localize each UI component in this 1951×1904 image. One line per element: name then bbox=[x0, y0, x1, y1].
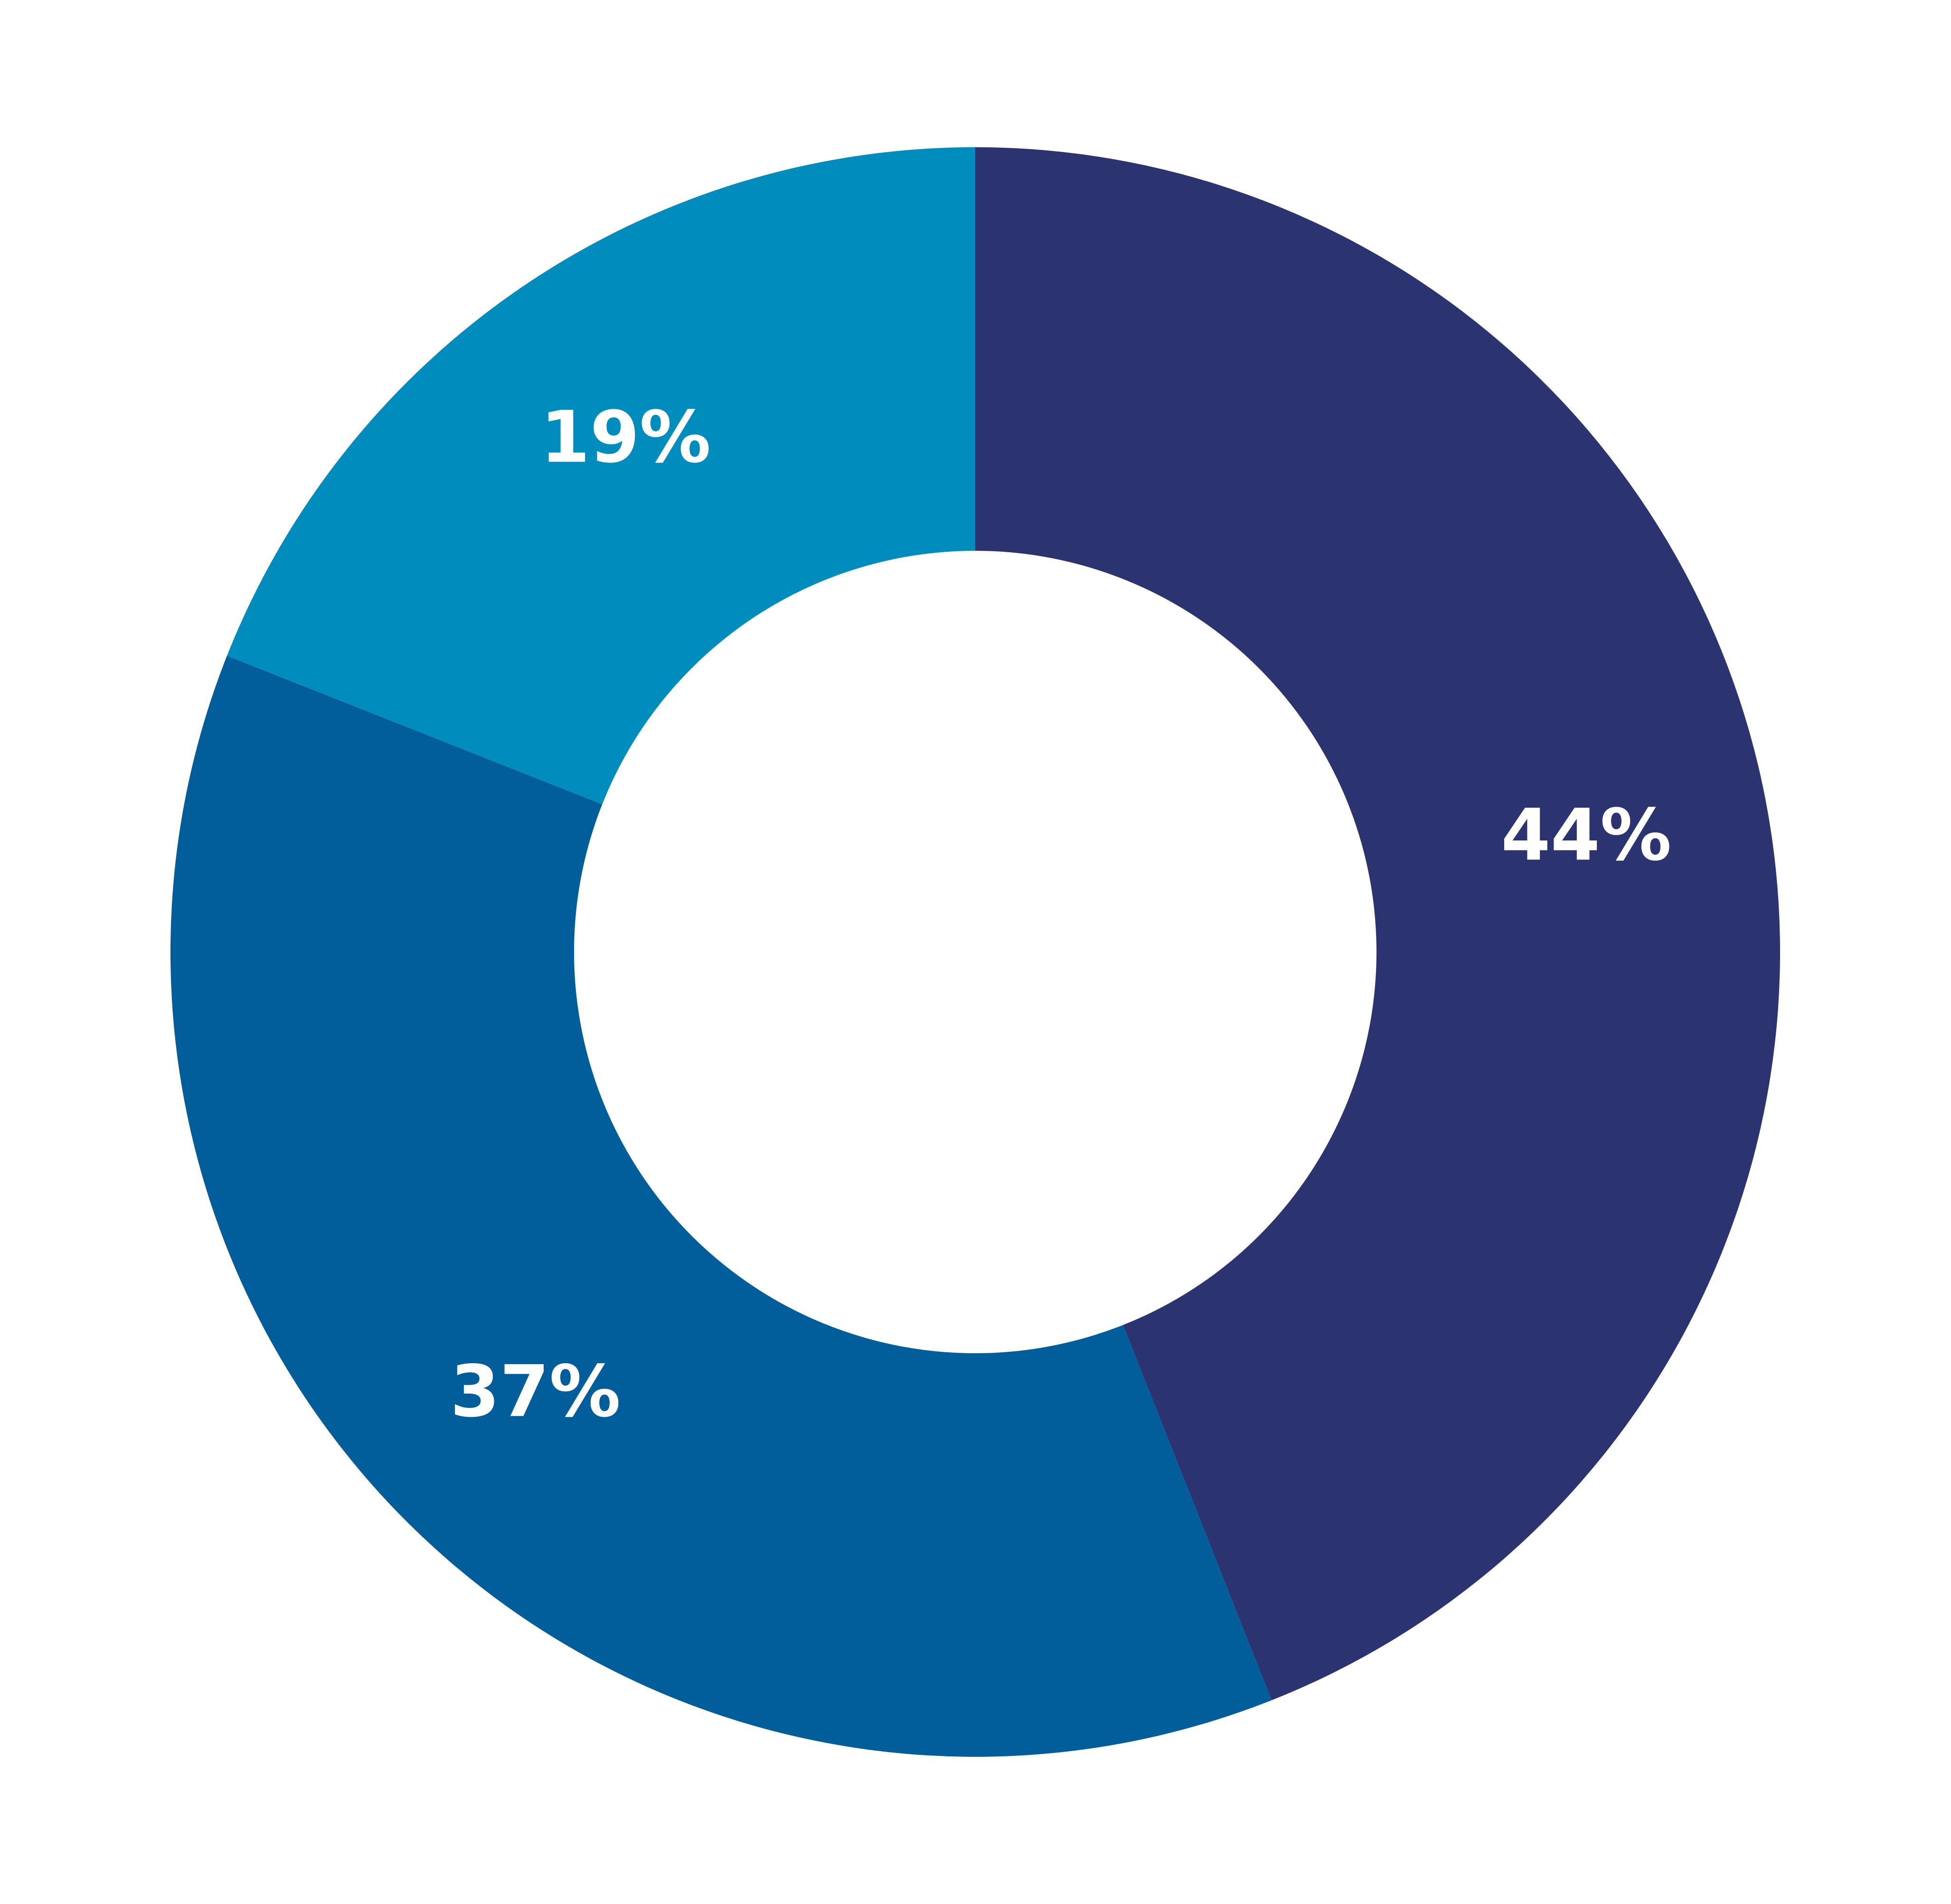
slice-19 bbox=[227, 147, 976, 804]
slice-label-19: 19% bbox=[540, 396, 711, 479]
slice-44 bbox=[975, 147, 1780, 1700]
donut-slices bbox=[170, 147, 1780, 1757]
slice-label-44: 44% bbox=[1501, 794, 1671, 877]
slice-labels: 44% 37% 19% bbox=[450, 396, 1671, 1433]
slice-37 bbox=[170, 656, 1272, 1757]
slice-label-37: 37% bbox=[450, 1350, 621, 1433]
